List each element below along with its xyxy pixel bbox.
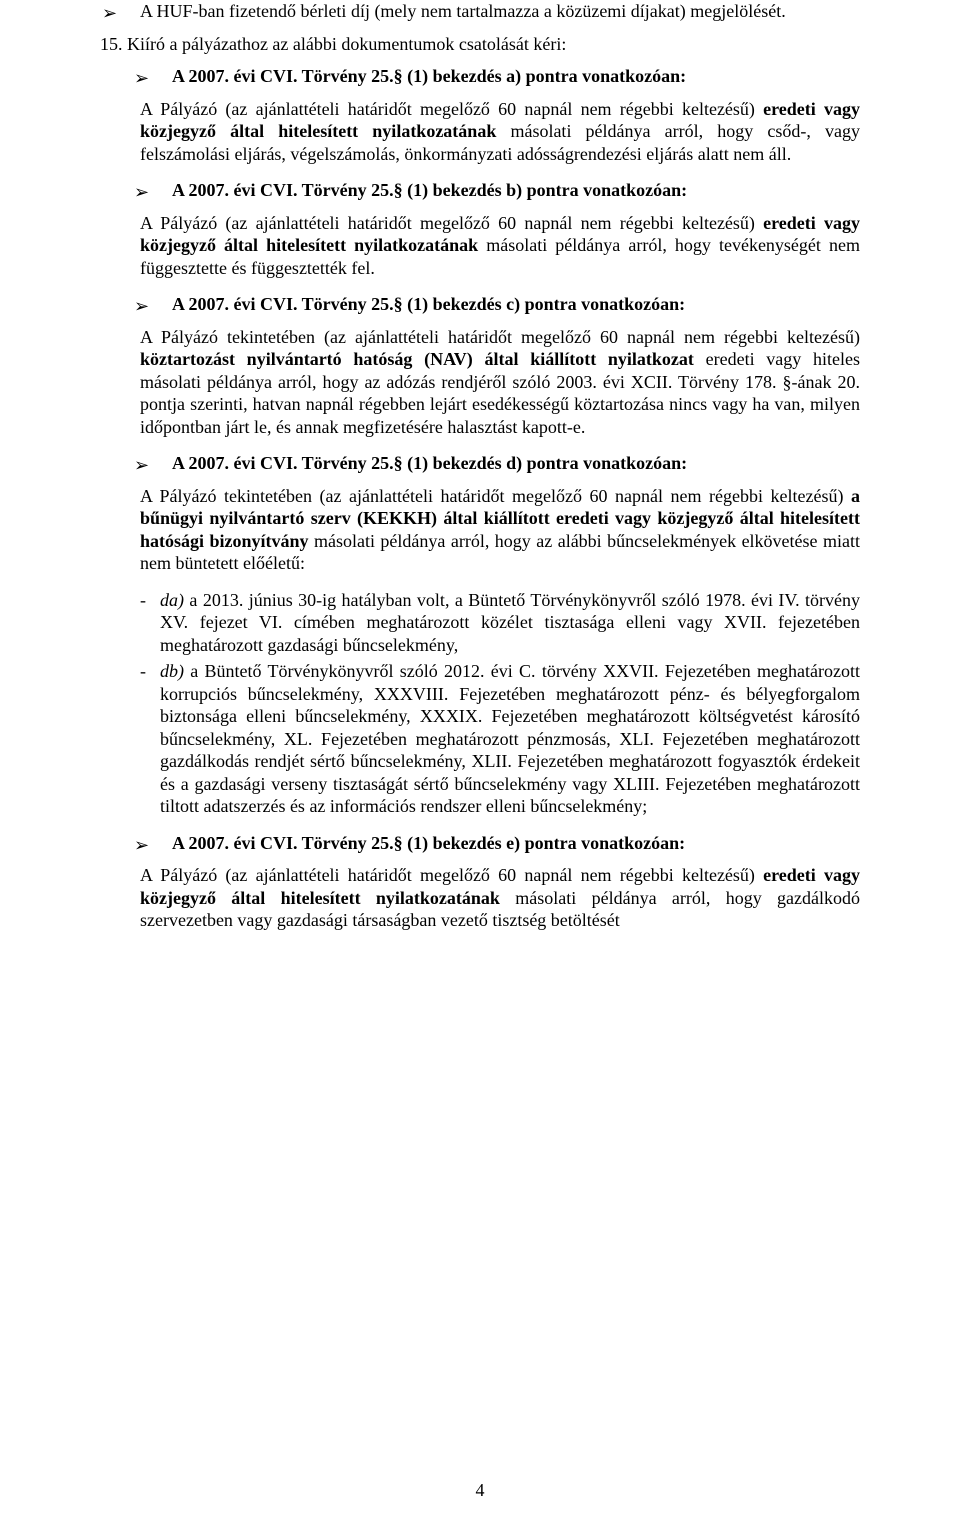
section-d-head-text: A 2007. évi CVI. Törvény 25.§ (1) bekezd… — [172, 453, 687, 473]
bullet-top: A HUF-ban fizetendő bérleti díj (mely ne… — [140, 0, 860, 23]
section-a-head: A 2007. évi CVI. Törvény 25.§ (1) bekezd… — [172, 65, 860, 88]
section-b-para: A Pályázó (az ajánlattételi határidőt me… — [140, 212, 860, 280]
page-number: 4 — [0, 1479, 960, 1502]
section-e-head: A 2007. évi CVI. Törvény 25.§ (1) bekezd… — [172, 832, 860, 855]
section-c-head: A 2007. évi CVI. Törvény 25.§ (1) bekezd… — [172, 293, 860, 316]
section-d-head: A 2007. évi CVI. Törvény 25.§ (1) bekezd… — [172, 452, 860, 475]
top-bullet-list: A HUF-ban fizetendő bérleti díj (mely ne… — [100, 0, 860, 23]
inner-arrow-list-e: A 2007. évi CVI. Törvény 25.§ (1) bekezd… — [100, 832, 860, 855]
section-c-para: A Pályázó tekintetében (az ajánlattételi… — [140, 326, 860, 439]
db-label: db) — [160, 661, 184, 681]
section-a-para: A Pályázó (az ajánlattételi határidőt me… — [140, 98, 860, 166]
section-a-head-text: A 2007. évi CVI. Törvény 25.§ (1) bekezd… — [172, 66, 686, 86]
section-d-db: db) a Büntető Törvénykönyvről szóló 2012… — [160, 660, 860, 818]
section-b-head: A 2007. évi CVI. Törvény 25.§ (1) bekezd… — [172, 179, 860, 202]
section-e-para: A Pályázó (az ajánlattételi határidőt me… — [140, 864, 860, 932]
section-c-head-text: A 2007. évi CVI. Törvény 25.§ (1) bekezd… — [172, 294, 685, 314]
inner-arrow-list-c: A 2007. évi CVI. Törvény 25.§ (1) bekezd… — [100, 293, 860, 316]
section-d-sublist: da) a 2013. június 30-ig hatályban volt,… — [100, 589, 860, 818]
inner-arrow-list-b: A 2007. évi CVI. Törvény 25.§ (1) bekezd… — [100, 179, 860, 202]
item-15-label: 15. — [100, 34, 123, 54]
document-page: A HUF-ban fizetendő bérleti díj (mely ne… — [0, 0, 960, 1519]
item-15: 15. Kiíró a pályázathoz az alábbi dokume… — [100, 33, 860, 56]
da-label: da) — [160, 590, 184, 610]
section-d-para: A Pályázó tekintetében (az ajánlattételi… — [140, 485, 860, 575]
da-text: a 2013. június 30-ig hatályban volt, a B… — [160, 590, 860, 655]
inner-arrow-list-d: A 2007. évi CVI. Törvény 25.§ (1) bekezd… — [100, 452, 860, 475]
inner-arrow-list: A 2007. évi CVI. Törvény 25.§ (1) bekezd… — [100, 65, 860, 88]
db-text: a Büntető Törvénykönyvről szóló 2012. év… — [160, 661, 860, 816]
section-e-head-text: A 2007. évi CVI. Törvény 25.§ (1) bekezd… — [172, 833, 685, 853]
section-d-da: da) a 2013. június 30-ig hatályban volt,… — [160, 589, 860, 657]
section-b-head-text: A 2007. évi CVI. Törvény 25.§ (1) bekezd… — [172, 180, 687, 200]
item-15-text: Kiíró a pályázathoz az alábbi dokumentum… — [127, 34, 566, 54]
